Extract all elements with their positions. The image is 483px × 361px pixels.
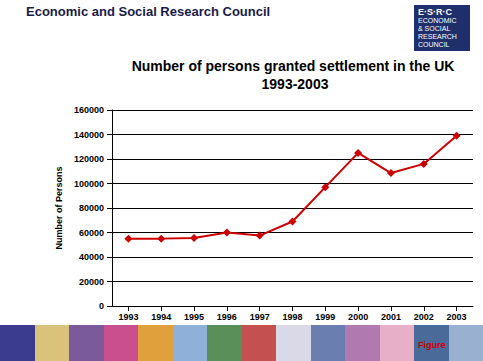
svg-text:1999: 1999 xyxy=(315,312,335,322)
svg-text:2000: 2000 xyxy=(348,312,368,322)
svg-text:2003: 2003 xyxy=(447,312,467,322)
svg-text:1993: 1993 xyxy=(118,312,138,322)
html-text:Economic and Social Research C: Economic and Social Research Council xyxy=(26,4,271,19)
svg-text:40000: 40000 xyxy=(79,252,104,262)
svg-text:20000: 20000 xyxy=(79,277,104,287)
svg-text:1993-2003: 1993-2003 xyxy=(262,76,329,92)
svg-text:1994: 1994 xyxy=(151,312,171,322)
svg-text:80000: 80000 xyxy=(79,203,104,213)
html-text:COUNCIL: COUNCIL xyxy=(418,41,450,48)
html-text:ECONOMIC: ECONOMIC xyxy=(418,17,457,24)
svg-text:160000: 160000 xyxy=(74,105,104,115)
svg-text:Number of Persons: Number of Persons xyxy=(54,166,64,249)
svg-text:120000: 120000 xyxy=(74,154,104,164)
svg-text:1996: 1996 xyxy=(217,312,237,322)
html-text:& SOCIAL: & SOCIAL xyxy=(418,25,451,32)
svg-text:60000: 60000 xyxy=(79,228,104,238)
svg-text:2001: 2001 xyxy=(381,312,401,322)
svg-text:1995: 1995 xyxy=(184,312,204,322)
svg-text:1997: 1997 xyxy=(250,312,270,322)
svg-text:2002: 2002 xyxy=(414,312,434,322)
html-text:E·S·R·C: E·S·R·C xyxy=(418,7,452,17)
svg-text:140000: 140000 xyxy=(74,130,104,140)
html-text:Figure: Figure xyxy=(418,340,446,350)
svg-text:0: 0 xyxy=(99,301,104,311)
svg-text:1998: 1998 xyxy=(282,312,302,322)
html-text:RESEARCH: RESEARCH xyxy=(418,33,457,40)
svg-text:Number of persons granted sett: Number of persons granted settlement in … xyxy=(132,58,459,74)
svg-text:100000: 100000 xyxy=(74,179,104,189)
